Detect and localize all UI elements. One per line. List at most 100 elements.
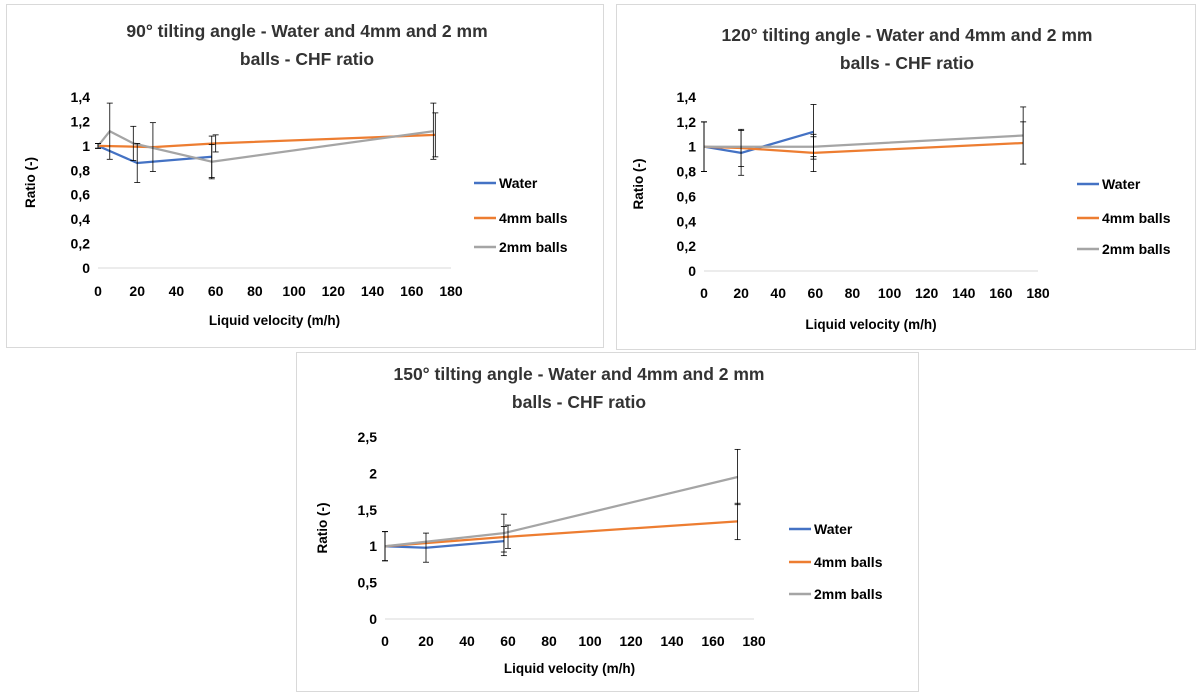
y-axis-label: Ratio (-) xyxy=(315,503,330,554)
x-tick-label: 100 xyxy=(282,283,306,299)
x-tick-label: 180 xyxy=(1026,285,1050,301)
x-tick-label: 180 xyxy=(742,633,766,649)
chart-panel-150deg: 150° tilting angle - Water and 4mm and 2… xyxy=(296,352,919,692)
x-tick-label: 120 xyxy=(322,283,346,299)
x-tick-label: 180 xyxy=(439,283,463,299)
x-tick-label: 140 xyxy=(660,633,684,649)
y-tick-label: 1 xyxy=(369,538,377,554)
error-bar-2mm-balls xyxy=(701,121,707,172)
x-tick-label: 0 xyxy=(700,285,708,301)
y-axis-label: Ratio (-) xyxy=(631,159,646,210)
series-line-2mm-balls xyxy=(97,130,434,163)
y-tick-label: 0 xyxy=(369,611,377,627)
x-axis-label: Liquid velocity (m/h) xyxy=(504,661,635,676)
x-axis-label: Liquid velocity (m/h) xyxy=(805,317,936,332)
y-tick-label: 0,2 xyxy=(71,236,91,252)
y-tick-label: 0,2 xyxy=(677,238,697,254)
error-bar-2mm-balls xyxy=(430,102,437,160)
chart-title-line-1: 150° tilting angle - Water and 4mm and 2… xyxy=(393,364,764,384)
error-bar-2mm-balls xyxy=(734,448,741,506)
x-axis-label: Liquid velocity (m/h) xyxy=(209,313,340,328)
error-bar-2mm-balls xyxy=(106,102,113,160)
x-tick-label: 80 xyxy=(541,633,557,649)
x-tick-label: 100 xyxy=(578,633,602,649)
error-bar-4mm-balls xyxy=(149,122,156,172)
error-bar-4mm-balls xyxy=(505,524,511,549)
y-tick-label: 0,5 xyxy=(358,575,378,591)
error-bar-2mm-balls xyxy=(130,125,137,161)
x-tick-label: 100 xyxy=(878,285,902,301)
legend-label-water: Water xyxy=(814,521,853,537)
x-tick-label: 0 xyxy=(381,633,389,649)
legend-label-2mm-balls: 2mm balls xyxy=(814,586,883,602)
legend-label-2mm-balls: 2mm balls xyxy=(1102,241,1171,257)
error-bar-water xyxy=(134,143,141,183)
chart-svg-150deg: 150° tilting angle - Water and 4mm and 2… xyxy=(315,364,883,676)
error-bar-2mm-balls xyxy=(382,531,388,562)
x-tick-label: 160 xyxy=(400,283,424,299)
chart-panel-120deg: 120° tilting angle - Water and 4mm and 2… xyxy=(616,4,1196,350)
legend-label-water: Water xyxy=(1102,176,1141,192)
chart-title-line-2: balls - CHF ratio xyxy=(240,49,374,69)
y-tick-label: 1,4 xyxy=(677,89,697,105)
x-tick-label: 40 xyxy=(459,633,475,649)
y-tick-label: 1,4 xyxy=(71,89,91,105)
x-tick-label: 160 xyxy=(701,633,725,649)
error-bar-water xyxy=(423,532,429,563)
chart-title-line-1: 120° tilting angle - Water and 4mm and 2… xyxy=(721,25,1092,45)
x-tick-label: 120 xyxy=(915,285,939,301)
legend-label-water: Water xyxy=(499,175,538,191)
y-tick-label: 1 xyxy=(82,138,90,154)
legend-label-4mm-balls: 4mm balls xyxy=(499,210,568,226)
x-tick-label: 20 xyxy=(733,285,749,301)
x-tick-label: 80 xyxy=(247,283,263,299)
chart-title-line-2: balls - CHF ratio xyxy=(512,392,646,412)
error-bar-2mm-balls xyxy=(500,513,507,553)
series-line-4mm-balls xyxy=(97,133,436,149)
y-tick-label: 0,6 xyxy=(677,188,697,204)
legend-label-4mm-balls: 4mm balls xyxy=(1102,210,1171,226)
error-bar-2mm-balls xyxy=(208,144,215,180)
y-tick-label: 1,5 xyxy=(358,502,378,518)
y-tick-label: 0,4 xyxy=(677,213,697,229)
x-tick-label: 160 xyxy=(989,285,1013,301)
error-bar-4mm-balls xyxy=(212,134,219,153)
y-tick-label: 0 xyxy=(688,263,696,279)
x-tick-label: 120 xyxy=(619,633,643,649)
x-tick-label: 80 xyxy=(845,285,861,301)
y-axis-label: Ratio (-) xyxy=(23,157,38,208)
x-tick-label: 40 xyxy=(770,285,786,301)
y-tick-label: 2 xyxy=(369,465,377,481)
chart-svg-120deg: 120° tilting angle - Water and 4mm and 2… xyxy=(631,25,1171,332)
x-tick-label: 140 xyxy=(361,283,385,299)
x-tick-label: 20 xyxy=(418,633,434,649)
x-tick-label: 20 xyxy=(129,283,145,299)
x-tick-label: 0 xyxy=(94,283,102,299)
y-tick-label: 0,4 xyxy=(71,211,91,227)
series-line-2mm-balls xyxy=(384,475,738,548)
chart-panel-90deg: 90° tilting angle - Water and 4mm and 2 … xyxy=(6,4,604,348)
y-tick-label: 0,8 xyxy=(677,164,697,180)
error-bar-2mm-balls xyxy=(810,136,817,158)
y-tick-label: 1,2 xyxy=(677,114,697,130)
chart-title-line-1: 90° tilting angle - Water and 4mm and 2 … xyxy=(126,21,487,41)
chart-svg-90deg: 90° tilting angle - Water and 4mm and 2 … xyxy=(23,21,568,328)
chart-title-line-2: balls - CHF ratio xyxy=(840,53,974,73)
error-bar-4mm-balls xyxy=(738,128,745,168)
y-tick-label: 1,2 xyxy=(71,113,91,129)
y-tick-label: 1 xyxy=(688,139,696,155)
x-tick-label: 40 xyxy=(169,283,185,299)
x-tick-label: 60 xyxy=(500,633,516,649)
legend-label-2mm-balls: 2mm balls xyxy=(499,239,568,255)
y-tick-label: 0 xyxy=(82,260,90,276)
y-tick-label: 0,6 xyxy=(71,187,91,203)
x-tick-label: 60 xyxy=(208,283,224,299)
error-bar-2mm-balls xyxy=(95,143,101,149)
error-bar-2mm-balls xyxy=(1020,106,1027,165)
x-tick-label: 60 xyxy=(808,285,824,301)
x-tick-label: 140 xyxy=(952,285,976,301)
y-tick-label: 0,8 xyxy=(71,162,91,178)
y-tick-label: 2,5 xyxy=(358,429,378,445)
legend-label-4mm-balls: 4mm balls xyxy=(814,554,883,570)
series-line-4mm-balls xyxy=(384,520,738,548)
